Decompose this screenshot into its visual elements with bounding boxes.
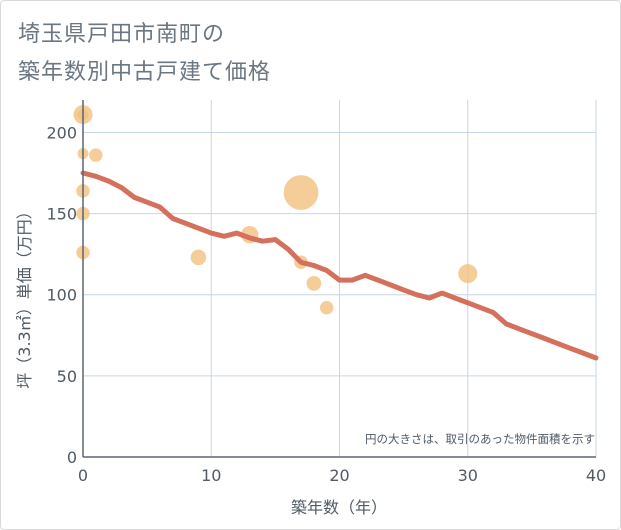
x-tick-label: 0: [78, 466, 88, 485]
y-tick-label: 0: [67, 448, 77, 467]
scatter-point: [306, 275, 322, 291]
trend-line: [80, 170, 599, 361]
scatter-point: [89, 148, 103, 162]
chart-title-line1: 埼玉県戸田市南町の: [18, 22, 226, 47]
x-tick-label: 30: [458, 466, 478, 485]
y-tick-label: 150: [46, 205, 77, 224]
trend-line-layer: [80, 170, 599, 361]
scatter-point: [190, 249, 207, 266]
scatter-layer: [73, 105, 478, 315]
chart-title-line2: 築年数別中古戸建て価格: [18, 60, 272, 85]
y-tick-label: 50: [57, 367, 77, 386]
y-tick-label: 100: [46, 286, 77, 305]
scatter-point: [458, 264, 478, 284]
x-axis-label: 築年数（年）: [291, 498, 387, 517]
size-legend-note: 円の大きさは、取引のあった物件面積を示す: [365, 432, 595, 446]
y-tick-label: 200: [46, 123, 77, 142]
scatter-point: [283, 175, 319, 210]
x-tick-label: 20: [329, 466, 349, 485]
tick-label-layer: 0 10 20 30 40 0 50 100 150 200: [46, 123, 606, 485]
x-tick-label: 10: [201, 466, 221, 485]
scatter-point: [319, 300, 334, 315]
axis-layer: [82, 100, 596, 458]
x-tick-label: 40: [586, 466, 606, 485]
y-axis-label: 坪（3.3㎡）単価（万円）: [15, 203, 34, 388]
